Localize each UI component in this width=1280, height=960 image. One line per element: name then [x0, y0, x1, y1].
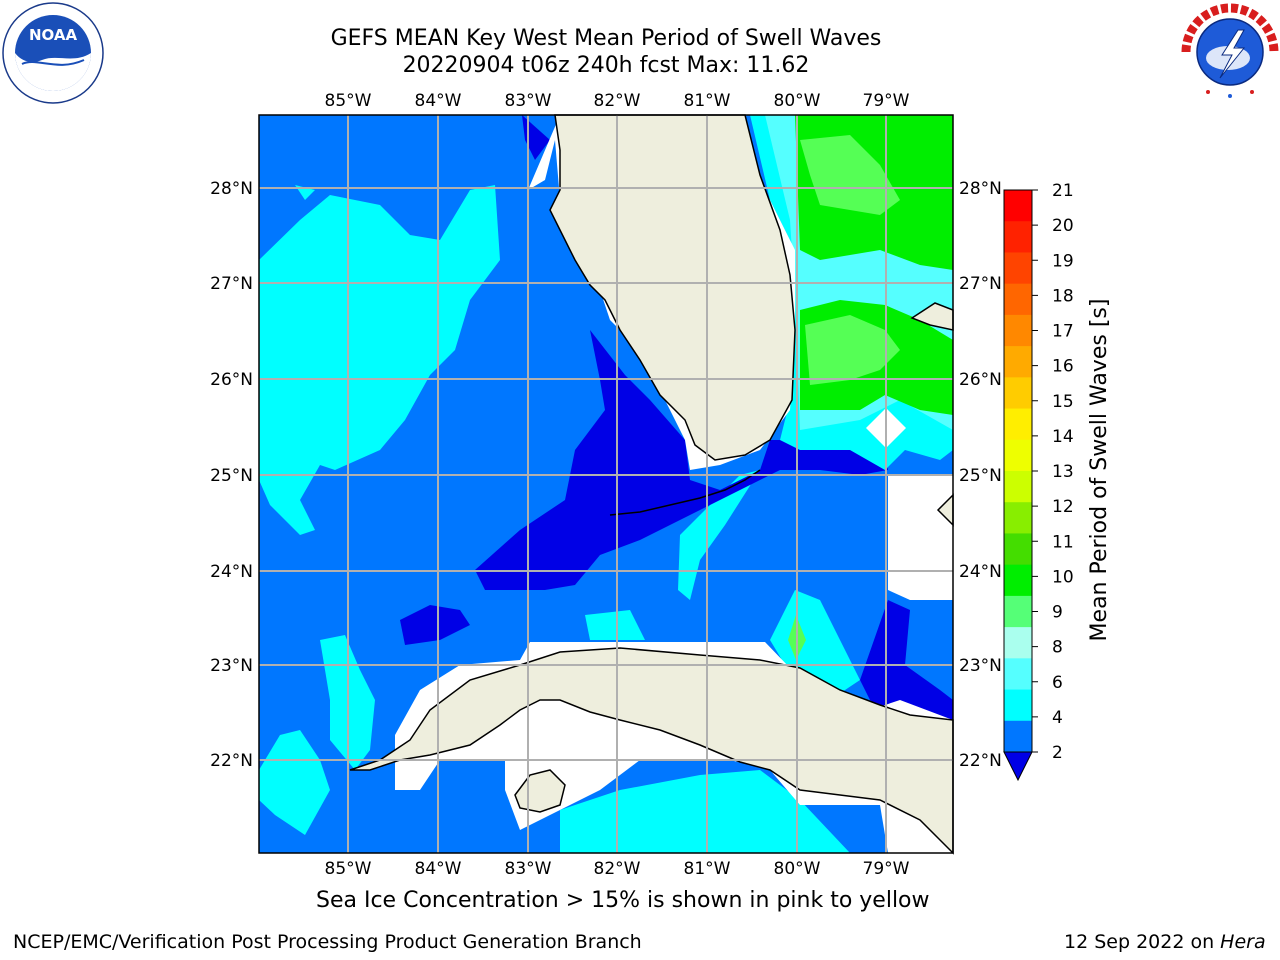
colorbar-tick-label: 8 [1052, 638, 1063, 658]
lon-label-top: 85°W [325, 91, 372, 111]
colorbar-tick-label: 2 [1052, 743, 1063, 763]
cyan-region-sw2 [259, 730, 330, 835]
lat-label-left: 22°N [210, 751, 253, 771]
colorbar-swatch [1004, 595, 1032, 628]
caption: Sea Ice Concentration > 15% is shown in … [316, 888, 930, 913]
lon-label-top: 84°W [415, 91, 462, 111]
nodata-east [888, 475, 953, 600]
colorbar-tick-label: 4 [1052, 708, 1063, 728]
lat-label-right: 25°N [959, 466, 1002, 486]
lon-label-top: 80°W [774, 91, 821, 111]
lat-label-right: 26°N [959, 370, 1002, 390]
lon-label-bottom: 82°W [594, 859, 641, 879]
lat-label-right: 23°N [959, 656, 1002, 676]
nws-logo [1180, 2, 1280, 102]
colorbar-swatch [1004, 439, 1032, 472]
chart-subtitle: 20220904 t06z 240h fcst Max: 11.62 [402, 53, 810, 78]
colorbar-tick-label: 12 [1052, 497, 1074, 517]
footer-credit: NCEP/EMC/Verification Post Processing Pr… [13, 931, 642, 953]
lon-label-bottom: 85°W [325, 859, 372, 879]
map-grid [259, 115, 953, 853]
lat-label-left: 28°N [210, 179, 253, 199]
colorbar-tick-label: 15 [1052, 392, 1074, 412]
colorbar-tick-label: 16 [1052, 357, 1074, 377]
colorbar-tick-label: 17 [1052, 322, 1074, 342]
map-frame [258, 114, 954, 854]
colorbar-swatch [1004, 221, 1032, 253]
cuba-land [349, 647, 954, 855]
footer-date-text: 12 Sep 2022 on [1064, 931, 1221, 953]
lon-label-top: 81°W [684, 91, 731, 111]
longitude-labels-top: 85°W 84°W 83°W 82°W 81°W 80°W 79°W [325, 91, 910, 111]
lat-label-left: 23°N [210, 656, 253, 676]
lat-label-right: 24°N [959, 562, 1002, 582]
lon-label-top: 82°W [594, 91, 641, 111]
lon-label-bottom: 80°W [774, 859, 821, 879]
lon-label-top: 79°W [863, 91, 910, 111]
florida-land [549, 114, 796, 461]
cyan-region-gap [585, 610, 645, 640]
lat-label-right: 22°N [959, 751, 1002, 771]
colorbar-tick-label: 19 [1052, 251, 1074, 271]
latitude-labels-right: 28°N 27°N 26°N 25°N 24°N 23°N 22°N [959, 179, 1002, 771]
lon-label-bottom: 83°W [505, 859, 552, 879]
colorbar-swatch [1004, 252, 1032, 285]
colorbar-swatch [1004, 720, 1032, 753]
deep-blue-channel [475, 330, 888, 590]
colorbar-swatch [1004, 689, 1032, 722]
cyan-region-south [560, 770, 850, 853]
lon-label-bottom: 79°W [863, 859, 910, 879]
colorbar: 21 20 19 18 17 16 15 14 13 12 11 10 9 8 6 4 2 [1003, 181, 1074, 782]
colorbar-tick-label: 18 [1052, 286, 1074, 306]
colorbar-swatch [1004, 408, 1032, 441]
colorbar-swatch [1004, 627, 1032, 659]
lon-label-bottom: 81°W [684, 859, 731, 879]
noaa-logo-text: NOAA [29, 26, 78, 44]
colorbar-tick-label: 11 [1052, 532, 1074, 552]
light-green-south [805, 315, 900, 385]
land [349, 114, 954, 855]
deep-blue-patch [400, 605, 470, 645]
colorbar-swatch [1004, 502, 1032, 534]
map-area: 85°W 84°W 83°W 82°W 81°W 80°W 79°W 85°W 84°W 83°… [210, 91, 1112, 879]
lat-label-left: 24°N [210, 562, 253, 582]
colorbar-swatch [1004, 471, 1032, 503]
colorbar-extend-arrow [1003, 751, 1033, 782]
colorbar-tick-label: 20 [1052, 216, 1074, 236]
footer-date: 12 Sep 2022 on Hera [1064, 931, 1266, 953]
colorbar-tick-label: 21 [1052, 181, 1074, 201]
latitude-labels-left: 28°N 27°N 26°N 25°N 24°N 23°N 22°N [210, 179, 253, 771]
colorbar-swatch [1004, 564, 1032, 597]
cyan-region-west [259, 185, 500, 535]
lat-label-right: 27°N [959, 274, 1002, 294]
colorbar-tick-label: 14 [1052, 427, 1074, 447]
florida-keys [609, 469, 761, 516]
lat-label-right: 28°N [959, 179, 1002, 199]
light-green-north [800, 135, 900, 215]
colorbar-swatch [1004, 314, 1032, 347]
lon-label-bottom: 84°W [415, 859, 462, 879]
colorbar-tick-label: 13 [1052, 462, 1074, 482]
colorbar-tick-label: 9 [1052, 603, 1063, 623]
footer-host: Hera [1220, 931, 1266, 953]
colorbar-swatch [1004, 377, 1032, 410]
colorbar-swatch [1004, 190, 1032, 222]
lat-label-left: 25°N [210, 466, 253, 486]
lon-label-top: 83°W [505, 91, 552, 111]
colorbar-swatch [1004, 346, 1032, 378]
deep-blue-east [860, 600, 953, 740]
longitude-labels-bottom: 85°W 84°W 83°W 82°W 81°W 80°W 79°W [325, 859, 910, 879]
noaa-logo: NOAA [2, 2, 104, 104]
colorbar-swatch [1004, 283, 1032, 316]
colorbar-label: Mean Period of Swell Waves [s] [1087, 299, 1112, 642]
colorbar-swatch [1004, 533, 1032, 566]
colorbar-tick-label: 10 [1052, 567, 1074, 587]
lat-label-left: 26°N [210, 370, 253, 390]
chart-title: GEFS MEAN Key West Mean Period of Swell … [330, 26, 882, 51]
colorbar-swatch [1004, 658, 1032, 691]
colorbar-tick-label: 6 [1052, 673, 1063, 693]
lat-label-left: 27°N [210, 274, 253, 294]
